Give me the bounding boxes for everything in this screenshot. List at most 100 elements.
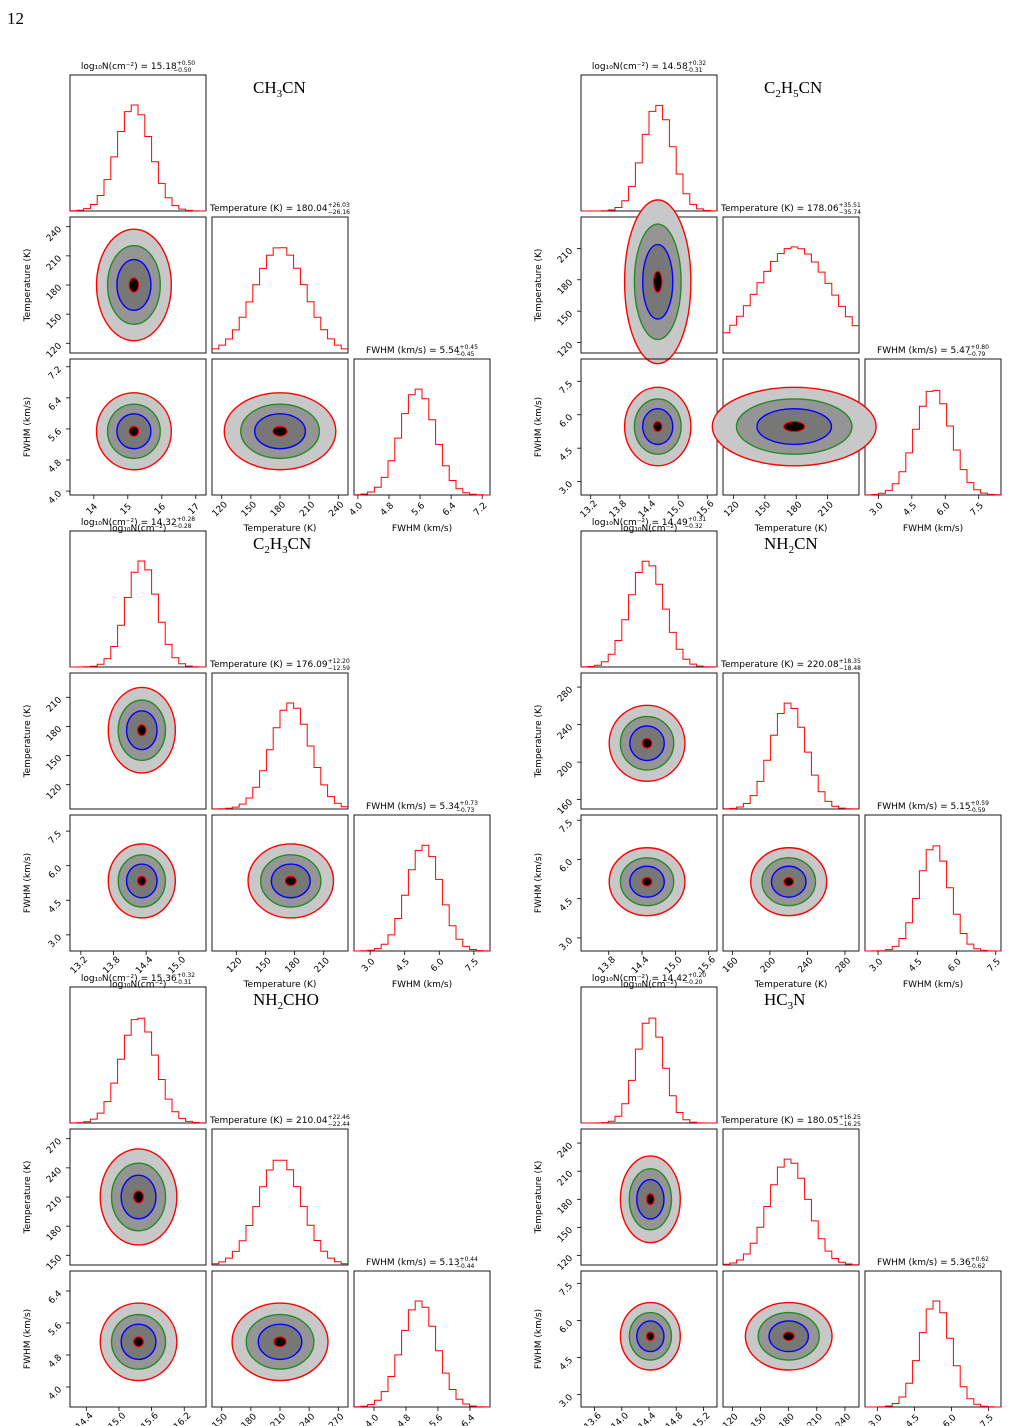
contour-panel-frame bbox=[211, 814, 349, 952]
title-minus: −0.79 bbox=[967, 351, 986, 358]
y-tick-label: 150 bbox=[556, 309, 575, 328]
parameter-title: Temperature (K) = 210.04+22.46 −22.44 bbox=[209, 1114, 350, 1128]
y-tick-label: 180 bbox=[556, 278, 575, 297]
title-minus: −26.16 bbox=[328, 209, 350, 216]
x-axis-label: log₁₀N(cm⁻²) bbox=[621, 980, 678, 990]
x-tick-label: 270 bbox=[327, 1412, 346, 1426]
contour-level-3 bbox=[128, 277, 140, 293]
title-minus: −0.20 bbox=[684, 979, 703, 986]
y-tick-label: 6.0 bbox=[47, 864, 64, 881]
title-prefix: log₁₀N(cm⁻²) = 14.42 bbox=[592, 974, 688, 984]
formula-part: H bbox=[270, 534, 282, 553]
contour-level-3 bbox=[273, 1336, 287, 1348]
x-tick-label: 16 bbox=[153, 502, 168, 517]
histogram-line bbox=[581, 1017, 717, 1124]
contour-level-3 bbox=[136, 724, 147, 737]
title-minus: −22.44 bbox=[328, 1121, 350, 1128]
y-tick-label: 3.0 bbox=[558, 479, 575, 496]
title-plus: +0.62 bbox=[971, 1256, 990, 1263]
x-tick-label: 6.4 bbox=[441, 501, 458, 518]
x-tick-label: 240 bbox=[834, 1412, 853, 1426]
x-axis-label: Temperature (K) bbox=[243, 524, 317, 534]
title-plus: +0.73 bbox=[460, 800, 479, 807]
contour-level-3 bbox=[641, 737, 653, 749]
title-plus: +0.44 bbox=[460, 1256, 479, 1263]
contour-panel-frame bbox=[722, 1270, 860, 1408]
y-tick-label: 180 bbox=[45, 724, 64, 743]
corner-plot-2: C2H3CN log₁₀N(cm⁻²) = 14.32+0.28 −0.28 Temp… bbox=[23, 516, 491, 990]
parameter-title: log₁₀N(cm⁻²) = 14.42+0.20 −0.20 bbox=[592, 972, 706, 986]
title-minus: −0.59 bbox=[967, 807, 986, 814]
x-tick-label: 210 bbox=[806, 1412, 825, 1426]
formula-part: CN bbox=[799, 78, 823, 97]
y-tick-label: 6.4 bbox=[47, 396, 64, 413]
contour-panel-frame bbox=[69, 672, 207, 810]
contour-level-3 bbox=[783, 420, 806, 433]
y-tick-label: 210 bbox=[556, 1169, 575, 1188]
x-tick-label: 180 bbox=[269, 500, 288, 519]
title-prefix: Temperature (K) = 180.04 bbox=[209, 204, 328, 214]
histogram-line bbox=[212, 247, 348, 350]
hist-panel-frame bbox=[353, 358, 491, 496]
parameter-title: Temperature (K) = 220.08+18.35 −18.48 bbox=[720, 658, 861, 672]
parameter-title: Temperature (K) = 178.06+35.51 −35.74 bbox=[720, 202, 861, 216]
x-tick-label: 14.4 bbox=[637, 499, 658, 520]
formula-part: CN bbox=[288, 534, 312, 553]
y-tick-label: 180 bbox=[45, 1224, 64, 1243]
x-tick-label: 6.0 bbox=[947, 957, 964, 974]
title-minus: −0.50 bbox=[173, 67, 192, 74]
y-tick-label: 3.0 bbox=[558, 1393, 575, 1410]
y-tick-label: 240 bbox=[556, 722, 575, 741]
parameter-title: Temperature (K) = 180.05+16.25 −16.25 bbox=[720, 1114, 861, 1128]
x-tick-label: 4.0 bbox=[364, 1413, 381, 1426]
x-tick-label: 14.4 bbox=[74, 1411, 95, 1426]
x-tick-label: 210 bbox=[817, 500, 836, 519]
y-tick-label: 7.5 bbox=[558, 1281, 575, 1298]
y-tick-label: 240 bbox=[45, 1166, 64, 1185]
x-axis-label: Temperature (K) bbox=[243, 980, 317, 990]
x-axis-label: FWHM (km/s) bbox=[392, 980, 452, 990]
x-tick-label: 120 bbox=[722, 500, 741, 519]
subscript: 3 bbox=[277, 88, 283, 100]
title-prefix: FWHM (km/s) = 5.34 bbox=[366, 802, 460, 812]
y-tick-label: 4.5 bbox=[558, 446, 575, 463]
title-plus: +0.50 bbox=[177, 60, 196, 67]
contour-level-3 bbox=[641, 876, 653, 887]
title-plus: +22.46 bbox=[328, 1114, 350, 1121]
contour-level-3 bbox=[782, 1331, 795, 1342]
title-prefix: log₁₀N(cm⁻²) = 14.49 bbox=[592, 518, 688, 528]
title-minus: −18.48 bbox=[839, 665, 861, 672]
title-prefix: log₁₀N(cm⁻²) = 15.18 bbox=[81, 62, 177, 72]
parameter-title: FWHM (km/s) = 5.13+0.44 −0.44 bbox=[366, 1256, 478, 1270]
x-tick-label: 150 bbox=[211, 1412, 230, 1426]
y-axis-label: Temperature (K) bbox=[23, 705, 33, 779]
formula-part: CH bbox=[253, 78, 277, 97]
title-minus: −12.59 bbox=[328, 665, 350, 672]
hist-panel-frame bbox=[69, 74, 207, 212]
hist-panel-frame bbox=[722, 216, 860, 354]
formula-part: C bbox=[253, 534, 264, 553]
y-axis-label: Temperature (K) bbox=[23, 1161, 33, 1235]
molecule-label: NH2CHO bbox=[253, 990, 319, 1012]
title-prefix: log₁₀N(cm⁻²) = 15.36 bbox=[81, 974, 177, 984]
x-tick-label: 210 bbox=[269, 1412, 288, 1426]
title-plus: +18.35 bbox=[839, 658, 861, 665]
x-tick-label: 7.5 bbox=[986, 957, 1003, 974]
y-tick-label: 4.5 bbox=[558, 897, 575, 914]
x-tick-label: 4.5 bbox=[907, 957, 924, 974]
x-tick-label: 3.0 bbox=[867, 1413, 884, 1426]
contour-panel-frame bbox=[722, 814, 860, 952]
x-tick-label: 14.8 bbox=[664, 1411, 685, 1426]
x-tick-label: 14.0 bbox=[610, 1411, 631, 1426]
y-tick-label: 160 bbox=[556, 797, 575, 816]
title-prefix: Temperature (K) = 178.06 bbox=[720, 204, 839, 214]
y-tick-label: 7.5 bbox=[558, 818, 575, 835]
x-tick-label: 210 bbox=[313, 956, 332, 975]
title-plus: +26.03 bbox=[328, 202, 350, 209]
y-axis-label: Temperature (K) bbox=[534, 249, 544, 323]
x-tick-label: 3.0 bbox=[360, 957, 377, 974]
parameter-title: FWHM (km/s) = 5.54+0.45 −0.45 bbox=[366, 344, 478, 358]
x-axis-label: log₁₀N(cm⁻²) bbox=[110, 980, 167, 990]
y-tick-label: 240 bbox=[556, 1141, 575, 1160]
